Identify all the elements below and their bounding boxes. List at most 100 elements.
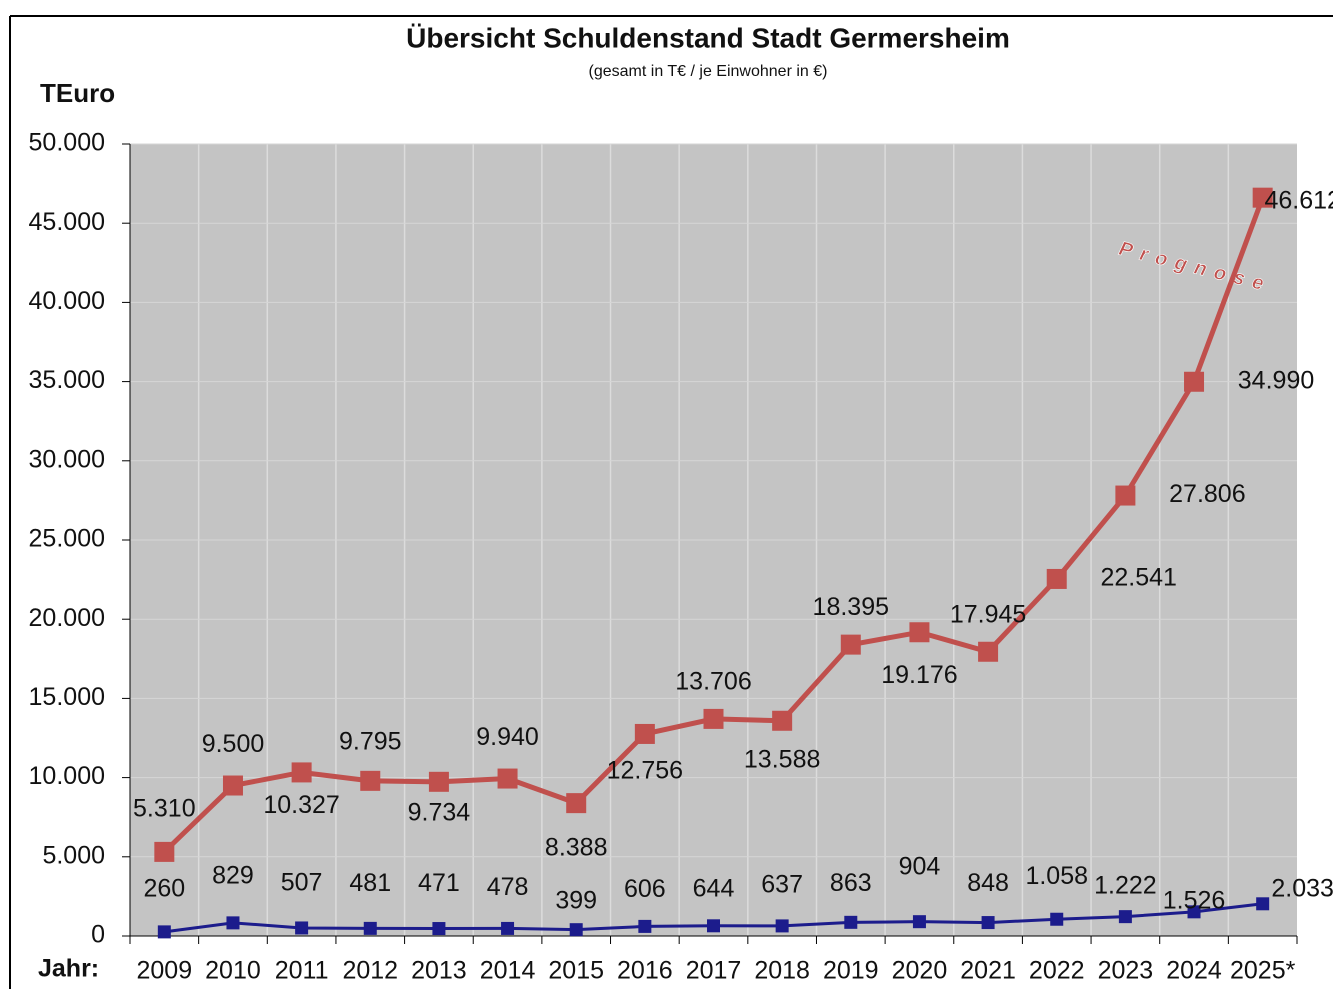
data-label: 1.058 [1025,862,1088,890]
data-point [981,916,995,930]
data-label: 10.327 [263,791,339,819]
data-point [154,841,175,862]
data-label: 481 [349,869,391,897]
x-tick-label: 2020 [892,957,948,985]
data-point [912,915,926,929]
data-label: 9.940 [476,723,539,751]
data-label: 18.395 [813,593,889,621]
y-axis-label: TEuro [40,78,115,108]
data-point [634,723,655,744]
data-point [978,641,999,662]
data-label: 606 [624,875,666,903]
x-tick-label: 2019 [823,957,879,985]
data-label: 1.222 [1094,871,1157,899]
data-label: 13.706 [675,668,751,696]
data-point [497,768,518,789]
y-tick-label: 40.000 [29,287,105,315]
data-label: 478 [487,873,529,901]
data-label: 9.734 [408,798,471,826]
data-label: 46.612 [1264,186,1333,214]
data-point [703,708,724,729]
data-point [295,921,309,935]
x-tick-label: 2014 [480,957,536,985]
x-tick-label: 2012 [342,957,398,985]
chart-title: Übersicht Schuldenstand Stadt Germershei… [406,22,1010,53]
x-tick-label: 2011 [275,957,329,985]
y-tick-label: 50.000 [29,129,105,157]
data-label: 5.310 [133,794,196,822]
data-label: 8.388 [545,834,608,862]
data-label: 904 [899,852,941,880]
data-label: 34.990 [1238,366,1314,394]
data-label: 260 [143,874,185,902]
data-label: 13.588 [744,745,820,773]
data-label: 22.541 [1101,564,1177,592]
data-point [157,925,171,939]
data-point [428,771,449,792]
x-tick-label: 2009 [137,957,193,985]
data-label: 637 [761,871,803,899]
data-point [1118,910,1132,924]
data-point [707,919,720,933]
data-label: 829 [212,861,254,889]
y-tick-label: 35.000 [29,366,105,394]
data-point [226,916,240,930]
data-label: 2.033 [1271,874,1333,902]
y-tick-label: 25.000 [29,525,105,553]
data-point [840,634,861,655]
data-label: 9.795 [339,727,402,755]
x-tick-label: 2023 [1098,957,1154,985]
data-point [1046,568,1067,589]
data-point [291,762,312,783]
y-tick-label: 45.000 [29,208,105,236]
data-point [1050,912,1064,926]
data-point [1252,187,1273,208]
data-point [569,923,583,937]
x-tick-label: 2017 [686,957,742,985]
y-tick-label: 5.000 [42,841,105,869]
data-label: 12.756 [607,757,683,785]
data-label: 1.526 [1163,886,1226,914]
y-tick-label: 20.000 [29,604,105,632]
data-point [1184,371,1205,392]
data-point [360,770,381,791]
data-label: 848 [967,869,1009,897]
data-label: 863 [830,869,872,897]
x-tick-label: 2018 [754,957,810,985]
data-point [638,919,652,933]
data-point [775,919,789,933]
x-tick-label: 2013 [411,957,467,985]
y-tick-label: 15.000 [29,683,105,711]
x-tick-label: 2016 [617,957,673,985]
x-tick-label: 2024 [1166,957,1222,985]
y-tick-label: 10.000 [29,762,105,790]
data-label: 27.806 [1169,480,1245,508]
data-label: 399 [555,886,597,914]
data-point [1256,897,1270,911]
data-point [772,710,793,731]
data-label: 471 [418,869,460,897]
data-point [909,622,930,643]
chart-subtitle: (gesamt in T€ / je Einwohner in €) [589,63,828,80]
data-point [222,775,243,796]
x-tick-label: 2010 [205,957,261,985]
data-point [1187,905,1201,919]
data-point [363,921,377,935]
x-axis-label: Jahr: [38,955,99,983]
data-label: 507 [281,869,323,897]
data-point [432,922,446,936]
data-label: 9.500 [202,730,265,758]
x-tick-label: 2021 [960,957,1016,985]
data-label: 644 [693,874,735,902]
y-tick-label: 0 [91,921,105,949]
data-point [566,793,587,814]
x-tick-label: 2022 [1029,957,1085,985]
x-tick-label: 2025* [1230,957,1296,985]
x-tick-label: 2015 [548,957,604,985]
data-point [844,915,858,929]
data-label: 19.176 [881,661,957,689]
data-point [1115,485,1136,506]
data-label: 17.945 [950,600,1026,628]
y-tick-label: 30.000 [29,445,105,473]
